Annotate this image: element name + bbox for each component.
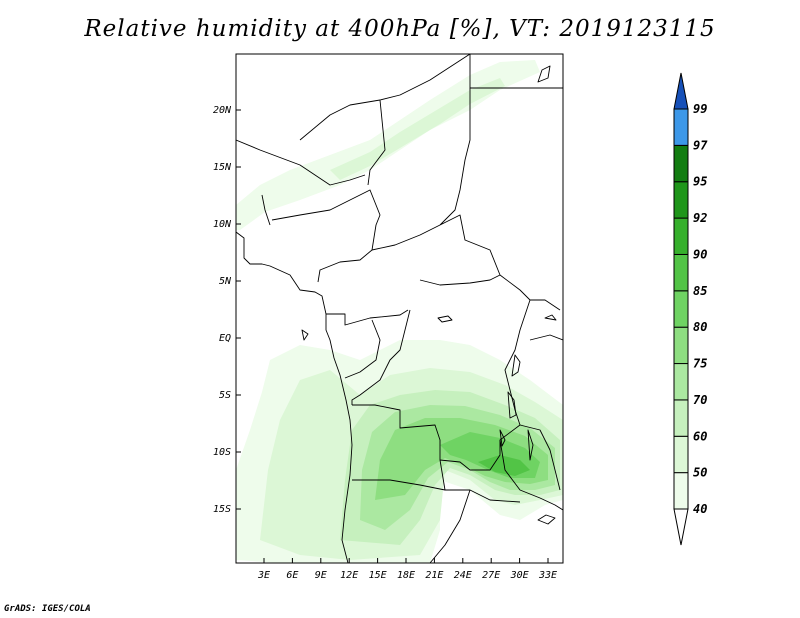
- colorbar-low-triangle: [673, 508, 689, 546]
- lon-tick-label: 12E: [340, 570, 358, 581]
- lon-tick-label: 21E: [425, 570, 443, 581]
- coastline-west-africa: [236, 231, 353, 563]
- border-sahara: [236, 54, 563, 186]
- colorbar-level-label: 85: [693, 284, 707, 298]
- colorbar-box: [673, 472, 689, 510]
- colorbar-level-label: 95: [693, 175, 707, 189]
- colorbar-box: [673, 435, 689, 474]
- lon-tick-label: 33E: [538, 570, 557, 581]
- lat-tick-label: 5N: [219, 276, 232, 287]
- lon-tick-label: 15E: [369, 570, 387, 581]
- lon-tick-label: 27E: [482, 570, 500, 581]
- colorbar-box: [673, 181, 689, 219]
- colorbar-level-label: 60: [693, 429, 707, 443]
- colorbar-level-label: 50: [693, 466, 707, 480]
- country-borders: [236, 54, 563, 563]
- colorbar-box: [673, 399, 689, 437]
- humidity-band-north-60: [330, 78, 505, 180]
- colorbar-level-label: 97: [693, 138, 708, 152]
- map-frame: [235, 53, 564, 564]
- lon-tick-label: 9E: [315, 570, 327, 581]
- colorbar-level-label: 99: [693, 102, 707, 116]
- lat-tick-label: 15S: [213, 504, 231, 515]
- lat-tick-label: 10S: [213, 447, 231, 458]
- lakes: [301, 65, 557, 525]
- colorbar-level-label: 70: [693, 393, 707, 407]
- lon-tick-label: 30E: [510, 570, 529, 581]
- colorbar-level-label: 90: [693, 247, 707, 261]
- map-area: 20N 15N 10N 5N EQ 5S 10S 15S 3E 6E 9E 12E 15E 18E 21E…: [213, 53, 564, 581]
- colorbar-box: [673, 363, 689, 401]
- lat-tick-label: 5S: [219, 390, 231, 401]
- border-southern: [352, 404, 521, 563]
- lat-tick-label: 20N: [213, 105, 232, 116]
- colorbar-high-triangle: [673, 72, 689, 110]
- colorbar-level-label: 92: [693, 211, 707, 225]
- map-title: Relative humidity at 400hPa [%], VT: 201…: [84, 16, 716, 42]
- colorbar-box: [673, 326, 689, 365]
- lon-tick-label: 6E: [286, 570, 298, 581]
- border-congo-basin: [326, 274, 501, 405]
- colorbar-level-label: 40: [693, 502, 707, 516]
- lat-tick-label: 10N: [213, 219, 232, 230]
- border-east-africa: [499, 299, 563, 511]
- colorbar-box: [673, 290, 689, 328]
- colorbar-box: [673, 253, 689, 292]
- colorbar: 40 50 60 70 75 80 85 90 92 95 97 99: [673, 72, 708, 546]
- longitude-ticks: 3E 6E 9E 12E 15E 18E 21E 24E 27E 30E 33E: [257, 558, 557, 581]
- latitude-ticks: 20N 15N 10N 5N EQ 5S 10S 15S: [213, 105, 241, 515]
- lon-tick-label: 18E: [397, 570, 415, 581]
- colorbar-box: [673, 108, 689, 146]
- colorbar-box: [673, 144, 689, 183]
- credit-text: GrADS: IGES/COLA: [4, 604, 91, 614]
- lat-tick-label: EQ: [219, 333, 231, 344]
- border-central: [261, 88, 561, 311]
- colorbar-level-label: 75: [693, 357, 707, 371]
- lat-tick-label: 15N: [213, 162, 232, 173]
- colorbar-level-label: 80: [693, 320, 707, 334]
- lon-tick-label: 24E: [454, 570, 472, 581]
- lon-tick-label: 3E: [257, 570, 270, 581]
- colorbar-box: [673, 217, 689, 255]
